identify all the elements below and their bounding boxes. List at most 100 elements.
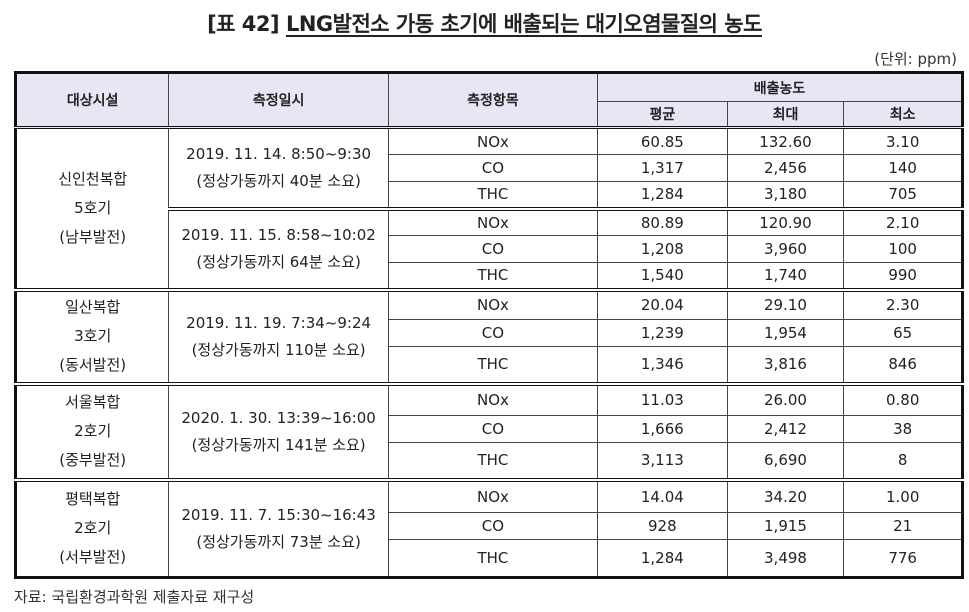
max-cell: 6,690 xyxy=(726,442,845,480)
pollutant-cell: CO xyxy=(387,235,599,263)
startup-duration: (정상가동까지 73분 소요) xyxy=(196,532,361,551)
avg-cell: 14.04 xyxy=(597,477,728,513)
table-row: CO 1,239 1,954 65 xyxy=(16,319,963,347)
table-row: CO 1,317 2,456 140 xyxy=(16,154,963,182)
unit-label: (단위: ppm) xyxy=(874,50,957,68)
pollutant-cell: THC xyxy=(387,346,599,384)
min-cell: 140 xyxy=(843,154,963,182)
max-cell: 34.20 xyxy=(726,477,845,513)
table-row: THC 3,113 6,690 8 xyxy=(16,442,963,480)
facility-line: 2호기 xyxy=(74,519,112,538)
avg-cell: 1,317 xyxy=(597,154,728,182)
pollutant-cell: CO xyxy=(387,319,599,347)
startup-duration: (정상가동까지 141분 소요) xyxy=(191,435,366,454)
min-cell: 8 xyxy=(843,442,963,480)
max-cell: 1,954 xyxy=(726,319,845,347)
avg-cell: 1,666 xyxy=(597,415,728,443)
table-row: 서울복합 2호기 (중부발전) 2020. 1. 30. 13:39~16:00 (정상… xyxy=(14,381,963,480)
avg-cell: 3,113 xyxy=(597,442,728,480)
min-cell: 3.10 xyxy=(843,127,963,155)
pollutant-cell: NOx xyxy=(387,206,599,236)
max-cell: 2,412 xyxy=(726,415,845,443)
max-cell: 1,740 xyxy=(726,262,845,290)
facility-line: 3호기 xyxy=(74,327,112,345)
measurement-date: 2019. 11. 19. 7:34~9:24 xyxy=(186,313,372,332)
table-number: [표 42] xyxy=(207,12,280,36)
datetime-cell: 2019. 11. 14. 8:50~9:30 (정상가동까지 40분 소요) xyxy=(168,127,389,209)
facility-line: (서부발전) xyxy=(59,548,127,567)
max-cell: 3,816 xyxy=(726,346,845,384)
table-row: 평택복합 2호기 (서부발전) 2019. 11. 7. 15:30~16:43 (정상… xyxy=(14,477,963,578)
table-row: THC 1,284 3,498 776 xyxy=(16,539,963,578)
table-row: THC 1,346 3,816 846 xyxy=(16,346,963,384)
facility-line: 평택복합 xyxy=(65,490,121,509)
header-emission: 배출농도 xyxy=(597,72,963,102)
facility-line: 신인천복합 xyxy=(58,169,128,188)
facility-cell: 평택복합 2호기 (서부발전) xyxy=(14,477,170,578)
min-cell: 705 xyxy=(843,181,963,209)
facility-line: 2호기 xyxy=(74,422,112,440)
measurement-date: 2019. 11. 7. 15:30~16:43 xyxy=(181,505,376,524)
facility-cell: 서울복합 2호기 (중부발전) xyxy=(14,381,170,480)
min-cell: 2.10 xyxy=(843,206,963,236)
max-cell: 1,915 xyxy=(726,512,845,540)
header-min: 최소 xyxy=(843,101,963,129)
avg-cell: 1,540 xyxy=(597,262,728,290)
min-cell: 0.80 xyxy=(843,381,963,416)
pollutant-cell: CO xyxy=(387,415,599,443)
min-cell: 65 xyxy=(843,319,963,347)
pollutant-cell: NOx xyxy=(387,381,599,416)
source-note: 자료: 국립환경과학원 제출자료 재구성 xyxy=(14,588,255,606)
facility-line: (동서발전) xyxy=(59,356,127,374)
avg-cell: 1,284 xyxy=(597,539,728,578)
pollutant-cell: CO xyxy=(387,512,599,540)
table-row: CO 1,666 2,412 38 xyxy=(16,415,963,443)
avg-cell: 80.89 xyxy=(597,206,728,236)
min-cell: 21 xyxy=(843,512,963,540)
pollutant-cell: THC xyxy=(387,181,599,209)
table-row: THC 1,284 3,180 705 xyxy=(16,181,963,209)
table-title-text: LNG발전소 가동 초기에 배출되는 대기오염물질의 농도 xyxy=(285,12,762,36)
min-cell: 38 xyxy=(843,415,963,443)
pollutant-cell: THC xyxy=(387,539,599,578)
min-cell: 2.30 xyxy=(843,287,963,320)
startup-duration: (정상가동까지 40분 소요) xyxy=(196,171,361,190)
table-title: [표 42] LNG발전소 가동 초기에 배출되는 대기오염물질의 농도 xyxy=(0,8,969,38)
pollutant-cell: NOx xyxy=(387,287,599,320)
table-row: 일산복합 3호기 (동서발전) 2019. 11. 19. 7:34~9:24 (정상가… xyxy=(14,287,963,384)
facility-line: 5호기 xyxy=(74,198,112,217)
avg-cell: 1,284 xyxy=(597,181,728,209)
facility-cell: 신인천복합 5호기 (남부발전) xyxy=(14,127,170,290)
pollutant-cell: CO xyxy=(387,154,599,182)
max-cell: 120.90 xyxy=(726,206,845,236)
datetime-cell: 2020. 1. 30. 13:39~16:00 (정상가동까지 141분 소요) xyxy=(168,381,389,480)
datetime-cell: 2019. 11. 7. 15:30~16:43 (정상가동까지 73분 소요) xyxy=(168,477,389,578)
min-cell: 1.00 xyxy=(843,477,963,513)
table-row: 신인천복합 5호기 (남부발전) 2019. 11. 14. 8:50~9:30 (정상… xyxy=(14,127,963,290)
measurement-date: 2019. 11. 14. 8:50~9:30 xyxy=(186,144,372,163)
facility-cell: 일산복합 3호기 (동서발전) xyxy=(14,287,170,384)
pollutant-cell: NOx xyxy=(387,127,599,155)
startup-duration: (정상가동까지 110분 소요) xyxy=(191,340,366,359)
avg-cell: 11.03 xyxy=(597,381,728,416)
avg-cell: 1,239 xyxy=(597,319,728,347)
facility-line: (중부발전) xyxy=(59,451,127,469)
avg-cell: 1,346 xyxy=(597,346,728,384)
max-cell: 3,960 xyxy=(726,235,845,263)
startup-duration: (정상가동까지 64분 소요) xyxy=(196,253,361,271)
header-item: 측정항목 xyxy=(387,72,599,129)
datetime-cell: 2019. 11. 15. 8:58~10:02 (정상가동까지 64분 소요) xyxy=(168,206,389,290)
min-cell: 846 xyxy=(843,346,963,384)
avg-cell: 60.85 xyxy=(597,127,728,155)
header-datetime: 측정일시 xyxy=(168,72,389,129)
avg-cell: 1,208 xyxy=(597,235,728,263)
pollutant-cell: NOx xyxy=(387,477,599,513)
max-cell: 29.10 xyxy=(726,287,845,320)
header-facility: 대상시설 xyxy=(14,72,170,129)
min-cell: 990 xyxy=(843,262,963,290)
max-cell: 3,180 xyxy=(726,181,845,209)
max-cell: 3,498 xyxy=(726,539,845,578)
table-row: CO 1,208 3,960 100 xyxy=(16,235,963,263)
min-cell: 100 xyxy=(843,235,963,263)
facility-line: 일산복합 xyxy=(65,298,121,316)
